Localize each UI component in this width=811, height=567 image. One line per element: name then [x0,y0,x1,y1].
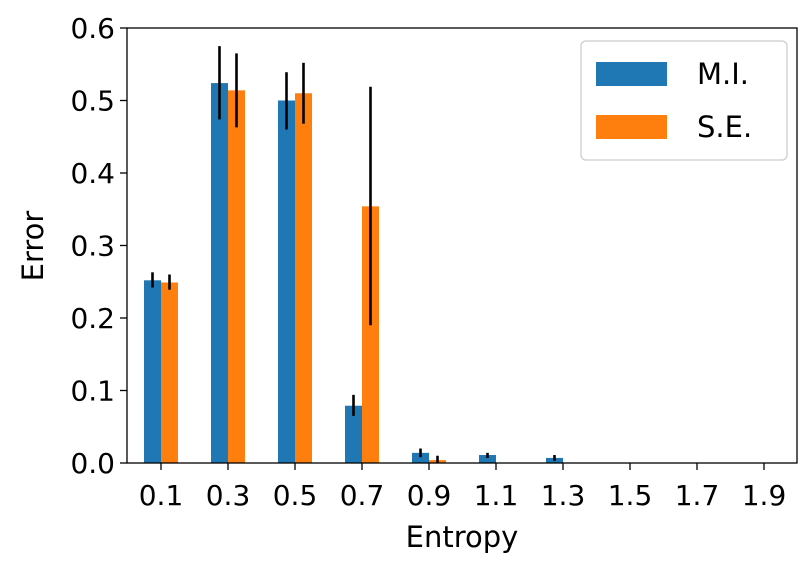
bar-mi-0.3 [211,83,228,463]
bar-se-0.5 [295,93,312,463]
bar-mi-0.7 [345,405,362,463]
bar-se-0.1 [161,282,178,463]
legend-label-mi: M.I. [697,57,749,91]
x-tick-label: 1.9 [742,479,787,512]
x-tick-label: 0.7 [340,479,385,512]
y-tick-label: 0.6 [70,12,115,45]
plot-area [144,46,563,463]
x-tick-label: 0.3 [206,479,251,512]
bar-mi-1.1 [479,455,496,463]
x-tick-label: 1.1 [474,479,519,512]
y-tick-label: 0.5 [70,85,115,118]
legend-swatch-mi [596,62,667,86]
x-tick-label: 1.3 [541,479,586,512]
y-tick-label: 0.4 [70,157,115,190]
legend-swatch-se [596,115,667,139]
x-tick-label: 1.5 [608,479,653,512]
bar-se-0.7 [362,206,379,463]
series-se [161,53,446,463]
series-mi [144,46,563,463]
legend: M.I. S.E. [580,40,788,161]
y-tick-label: 0.2 [70,302,115,335]
bar-mi-0.5 [278,100,295,463]
bar-mi-0.1 [144,280,161,463]
x-axis: 0.1 0.3 0.5 0.7 0.9 1.1 1.3 1.5 1.7 1.9 [139,463,787,512]
x-tick-label: 0.9 [407,479,452,512]
bar-se-0.3 [228,90,245,463]
y-tick-label: 0.3 [70,230,115,263]
x-axis-label: Entropy [406,520,519,554]
y-tick-label: 0.1 [70,375,115,408]
y-axis: 0.0 0.1 0.2 0.3 0.4 0.5 0.6 [70,12,127,480]
x-tick-label: 1.7 [675,479,720,512]
x-tick-label: 0.5 [273,479,318,512]
legend-label-se: S.E. [697,110,752,144]
legend-frame [580,40,788,161]
y-tick-label: 0.0 [70,447,115,480]
x-tick-label: 0.1 [139,479,184,512]
bar-mi-0.9 [412,452,429,463]
y-axis-label: Error [16,211,50,282]
